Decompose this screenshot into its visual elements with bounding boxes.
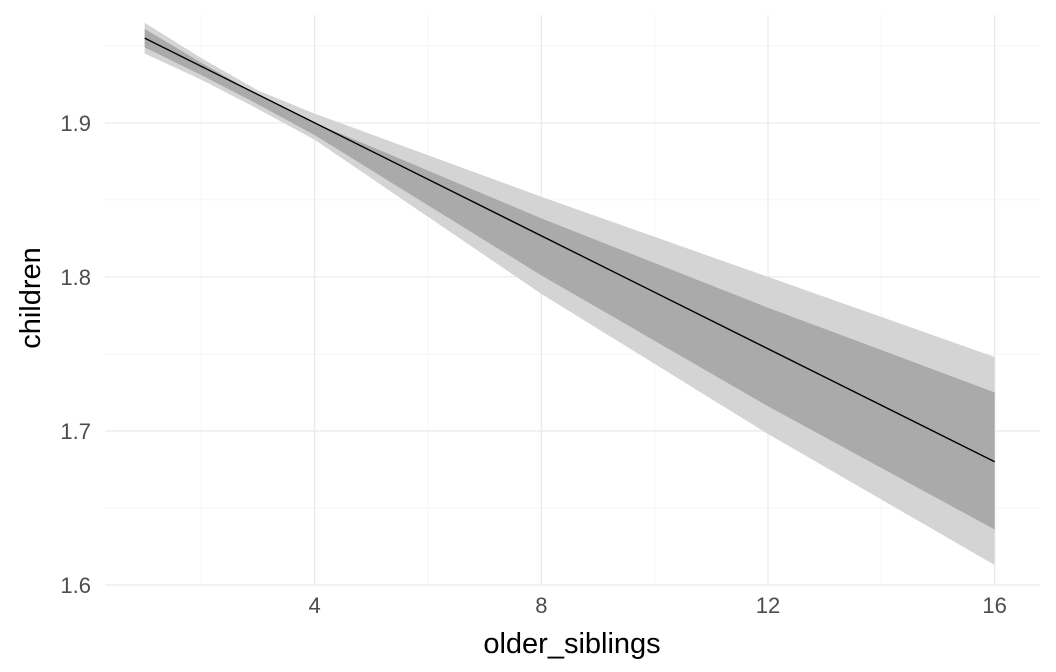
y-tick-label-1: 1.7 bbox=[60, 419, 91, 444]
y-tick-label-0: 1.6 bbox=[60, 573, 91, 598]
x-tick-label-1: 8 bbox=[535, 593, 547, 618]
tick-labels: 4 8 12 16 1.6 1.7 1.8 1.9 bbox=[60, 111, 1007, 618]
y-tick-label-2: 1.8 bbox=[60, 265, 91, 290]
y-axis-title: children bbox=[15, 247, 47, 349]
confidence-bands bbox=[144, 22, 995, 565]
fitted-lines bbox=[144, 37, 995, 463]
x-tick-label-0: 4 bbox=[309, 593, 321, 618]
fit-line-0 bbox=[144, 37, 995, 463]
confidence-band-1 bbox=[144, 28, 995, 530]
y-tick-label-3: 1.9 bbox=[60, 111, 91, 136]
x-axis-title: older_siblings bbox=[483, 628, 660, 660]
x-tick-label-2: 12 bbox=[756, 593, 780, 618]
x-tick-label-3: 16 bbox=[982, 593, 1006, 618]
